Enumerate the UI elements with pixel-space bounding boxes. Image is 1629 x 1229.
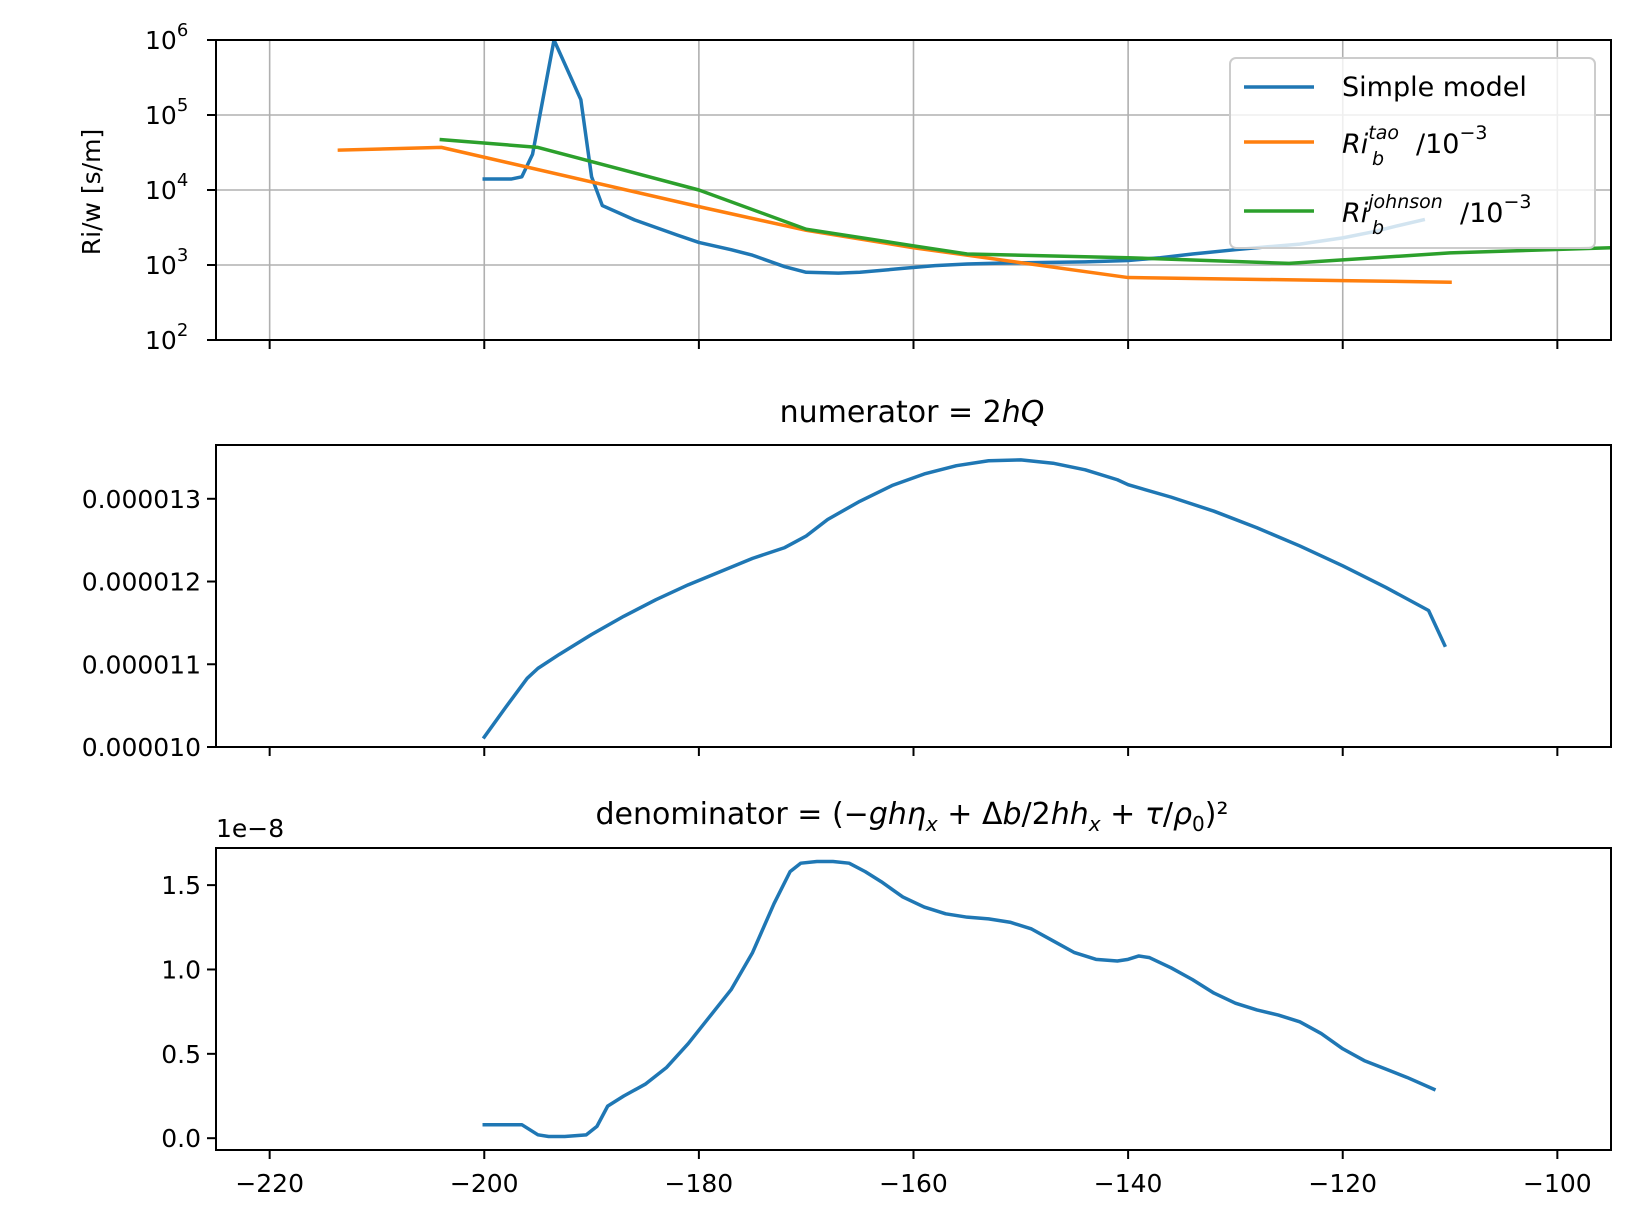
y-ticks: 102 103 104 105 106 — [145, 20, 216, 355]
y-tick-label: 0.5 — [161, 1040, 201, 1069]
series-group — [481, 458, 1447, 740]
numerator-title-italic: hQ — [1002, 395, 1045, 430]
y-tick-label: 0.000011 — [82, 650, 201, 679]
legend-box — [1229, 57, 1596, 249]
panel-middle: numerator = 2hQ 0.000010 0.000011 0.000012… — [82, 395, 1612, 762]
legend-johnson-base: Ri — [1342, 198, 1369, 229]
legend-label-simple-model: Simple model — [1342, 72, 1527, 103]
panel-bottom: denominator = (−ghηx + Δb/2hhx + τ/ρ0)² … — [161, 797, 1612, 1198]
series-line — [481, 458, 1447, 740]
y-ticks: 0.000010 0.000011 0.000012 0.000013 — [82, 485, 216, 762]
x-tick-label: −140 — [1094, 1169, 1163, 1198]
y-tick-label: 0.000012 — [82, 568, 201, 597]
x-tick-label: −160 — [879, 1169, 948, 1198]
panel-title-denominator: denominator = (−ghηx + Δb/2hhx + τ/ρ0)² — [595, 797, 1228, 836]
x-ticks — [268, 340, 1559, 349]
legend-label-johnson: Rijohnson b/10−3 — [1342, 191, 1531, 239]
y-tick-label: 103 — [145, 245, 188, 280]
x-ticks — [268, 747, 1559, 756]
y-tick-label: 1.0 — [161, 955, 201, 984]
series-line-ri-b-johnson-10-3 — [439, 137, 1611, 266]
legend-label-tao: Ritao b/10−3 — [1342, 122, 1487, 170]
legend-tao-exp: −3 — [1459, 122, 1487, 144]
x-tick-label: −220 — [235, 1169, 304, 1198]
x-tick-label: −100 — [1523, 1169, 1592, 1198]
y-tick-label: 1.5 — [161, 871, 201, 900]
series-group — [482, 859, 1437, 1139]
y-tick-label: 104 — [145, 170, 188, 205]
series-line — [482, 859, 1437, 1139]
numerator-title-prefix: numerator = 2 — [780, 395, 1002, 430]
y-tick-label: 0.000013 — [82, 485, 201, 514]
legend: Simple model Ritao b/10−3 Rijohnson b/10−3 — [1229, 57, 1596, 249]
legend-tao-suffix: /10 — [1416, 129, 1459, 160]
y-offset-text: 1e−8 — [216, 814, 284, 843]
legend-tao-base: Ri — [1342, 129, 1369, 160]
y-tick-label: 0.0 — [161, 1124, 201, 1153]
x-ticks: −220 −200 −180 −160 −140 −120 −100 — [235, 1150, 1592, 1198]
y-tick-label: 102 — [145, 320, 188, 355]
y-axis-label: Ri/w [s/m] — [77, 129, 106, 255]
x-tick-label: −180 — [665, 1169, 734, 1198]
legend-johnson-sub: b — [1372, 217, 1384, 239]
y-tick-label: 106 — [145, 20, 188, 55]
legend-johnson-suffix: /10 — [1460, 198, 1503, 229]
x-tick-label: −120 — [1308, 1169, 1377, 1198]
legend-johnson-sup: johnson — [1365, 191, 1443, 213]
y-tick-label: 0.000010 — [82, 733, 201, 762]
legend-johnson-exp: −3 — [1503, 191, 1531, 213]
legend-tao-sub: b — [1372, 148, 1384, 170]
panel-title-numerator: numerator = 2hQ — [780, 395, 1045, 430]
y-tick-label: 105 — [145, 95, 188, 130]
y-ticks: 0.0 0.5 1.0 1.5 — [161, 871, 216, 1153]
x-tick-label: −200 — [450, 1169, 519, 1198]
legend-tao-sup: tao — [1368, 122, 1399, 144]
